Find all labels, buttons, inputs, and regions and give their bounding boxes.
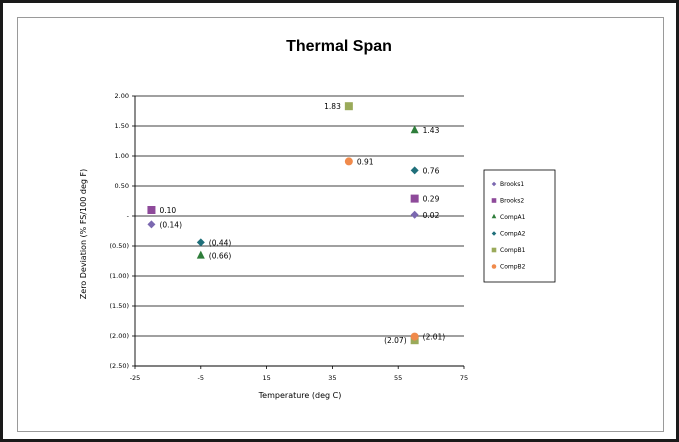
legend-entry-brooks2: Brooks2	[500, 198, 524, 205]
data-label: 0.10	[159, 206, 176, 215]
data-point-brooks2	[410, 194, 419, 203]
data-point-brooks2	[147, 206, 156, 214]
y-tick-label: (1.00)	[109, 272, 129, 280]
data-label: 0.02	[423, 211, 440, 220]
legend-marker-compa2	[491, 231, 497, 236]
legend-marker-compa1	[491, 213, 497, 219]
data-label: 1.43	[423, 126, 440, 135]
legend-marker-compb1	[491, 247, 497, 253]
y-axis-label: Zero Deviation (% FS/100 deg F)	[79, 169, 88, 299]
data-label: (2.07)	[384, 336, 407, 345]
x-tick-label: 15	[262, 374, 270, 382]
data-label: (0.66)	[209, 252, 232, 261]
x-axis-label: Temperature (deg C)	[258, 391, 342, 400]
y-tick-label: -	[127, 212, 130, 220]
grid-lines	[135, 95, 464, 367]
y-tick-label: (2.00)	[109, 332, 129, 340]
data-label: 0.76	[423, 166, 440, 175]
y-tick-label: (1.50)	[109, 302, 129, 310]
legend-entry-compb2: CompB2	[500, 264, 526, 271]
data-label: (0.14)	[159, 220, 182, 229]
data-point-compa2	[410, 166, 419, 175]
tick-labels: 2.00 1.50 1.00 0.50 - (0.50) (1.00) (1.50) (2.00…	[109, 92, 468, 382]
legend-entry-brooks1: Brooks1	[500, 181, 524, 188]
x-tick-label: 35	[328, 374, 336, 382]
y-tick-label: 0.50	[115, 182, 129, 190]
chart-area	[17, 17, 664, 432]
data-labels: (0.14) 0.02 0.10 0.29 (0.66) 1.43 (0.44) 0.76 (2…	[159, 102, 445, 345]
y-tick-label: (0.50)	[109, 242, 129, 250]
chart-title: Thermal Span	[286, 38, 392, 55]
annotation-label: 1.83	[324, 102, 341, 111]
legend-marker-brooks1	[491, 181, 497, 187]
data-point-compa1	[410, 125, 419, 134]
legend-box	[483, 169, 556, 283]
data-point-brooks1	[147, 220, 156, 229]
x-tick-label: -25	[130, 374, 141, 382]
data-label: 0.29	[423, 195, 440, 204]
legend: Brooks1 Brooks2 CompA1 CompA2 CompB1 CompB2	[483, 169, 556, 283]
data-point-brooks1	[410, 210, 419, 219]
legend-marker-compb2	[491, 264, 497, 269]
data-point-compb2	[410, 332, 419, 341]
x-tick-label: -5	[198, 374, 204, 382]
x-tick-label: 75	[460, 374, 468, 382]
y-tick-label: (2.50)	[109, 362, 129, 370]
y-tick-label: 2.00	[115, 92, 129, 100]
y-tick-label: 1.00	[115, 152, 129, 160]
legend-marker-brooks2	[491, 198, 497, 203]
legend-entry-compa2: CompA2	[500, 231, 526, 238]
data-label: 0.91	[357, 157, 374, 166]
data-label: (2.01)	[423, 333, 446, 342]
axes	[132, 95, 465, 369]
data-point-compa1	[196, 250, 205, 259]
legend-entry-compa1: CompA1	[500, 214, 526, 221]
data-label: (0.44)	[209, 238, 232, 247]
data-point-compa2	[196, 238, 205, 247]
legend-entry-compb1: CompB1	[500, 247, 526, 254]
data-point-compb1	[344, 102, 353, 111]
x-tick-label: 55	[394, 374, 402, 382]
data-point-compb2	[344, 157, 353, 166]
y-tick-label: 1.50	[115, 122, 129, 130]
data-points	[147, 102, 419, 345]
